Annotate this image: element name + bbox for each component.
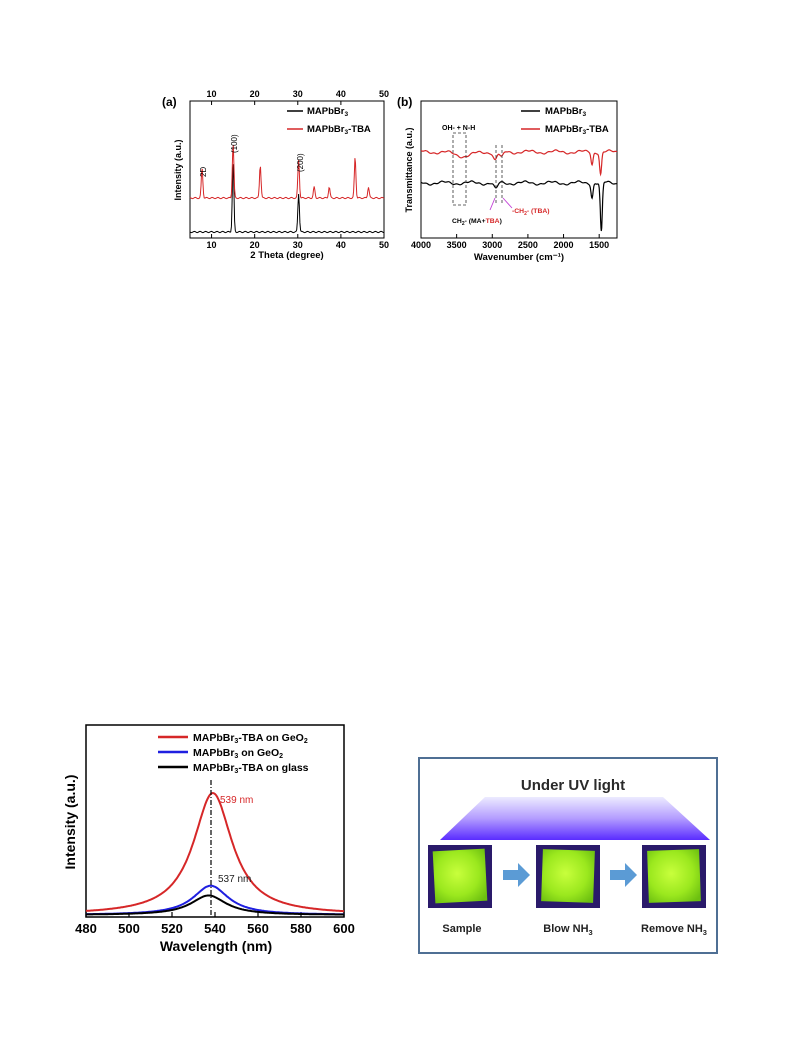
ftir-annotation-ch2-tba: -CH2- (TBA) [512,208,550,217]
ftir-arrow-2 [502,197,513,209]
xrd-plot-frame [189,100,385,239]
xrd-bottom-tick-label: 50 [379,240,389,250]
uv-photo-svg: Under UV light Sample Blow NH3 Remove NH… [428,777,710,937]
xrd-xlabel: 2 Theta (degree) [250,250,323,261]
step-label-sample: Sample [442,923,481,935]
xrd-bottom-ticks: 10 20 30 40 50 [207,234,389,250]
xrd-legend-label-2: MAPbBr3-TBA [307,124,371,136]
pl-legend-label-1: MAPbBr3-TBA on GeO2 [193,732,308,745]
pl-tick-label: 560 [247,921,269,936]
ftir-legend-label-1: MAPbBr3 [545,106,586,118]
ftir-tick-label: 3500 [447,240,467,250]
uv-light-beam [440,797,710,840]
ftir-tick-label: 2500 [518,240,538,250]
xrd-annotation-2d: 2D [199,167,208,177]
ftir-plot-frame [420,100,618,239]
ftir-series-line [420,180,618,232]
xrd-top-tick-label: 50 [379,89,389,99]
ftir-tick-label: 1500 [589,240,609,250]
photo-blow-nh3 [536,845,600,908]
arrow-right-icon [503,863,530,887]
arrow-right-icon [610,863,637,887]
pl-tick-label: 540 [204,921,226,936]
photo-sample [428,845,492,908]
xrd-top-tick-label: 40 [336,89,346,99]
pl-tick-label: 600 [333,921,355,936]
xrd-top-tick-label: 30 [293,89,303,99]
pl-ylabel: Intensity (a.u.) [62,775,78,870]
xrd-bottom-tick-label: 10 [207,240,217,250]
xrd-series-line [189,145,385,200]
xrd-top-tick-label: 10 [207,89,217,99]
xrd-bottom-tick-label: 30 [293,240,303,250]
xrd-annotation-200: (200) [296,153,305,172]
uv-photo-panel: Under UV light Sample Blow NH3 Remove NH… [418,757,718,954]
ftir-ticks: 4000 3500 3000 2500 2000 1500 [411,234,609,250]
pl-series-line [85,884,345,916]
xrd-series [189,145,385,234]
step-label-blow: Blow NH3 [543,923,592,937]
xrd-annotation-100: (100) [230,134,239,153]
xrd-series-line [189,164,385,234]
step-label-remove: Remove NH3 [641,923,707,937]
ftir-arrow-1 [489,197,496,211]
ftir-tick-label: 2000 [554,240,574,250]
pl-tick-label: 480 [75,921,97,936]
pl-tick-label: 500 [118,921,140,936]
ftir-legend-label-2: MAPbBr3-TBA [545,124,609,136]
xrd-bottom-tick-label: 40 [336,240,346,250]
pl-legend-label-2: MAPbBr3 on GeO2 [193,747,283,760]
pl-series-line [86,894,344,916]
ftir-ohnh-box [452,132,467,206]
ftir-tick-label: 3000 [482,240,502,250]
ftir-annotation-ch2-ma: CH2- (MA+TBA) [452,218,502,227]
ftir-tick-label: 4000 [411,240,431,250]
uv-title: Under UV light [521,777,625,794]
pl-series-line [85,791,345,913]
ftir-ylabel: Transmittance (a.u.) [404,127,414,212]
pl-tick-label: 580 [290,921,312,936]
xrd-top-ticks: 10 20 30 40 50 [207,89,389,105]
panel-label-b: (b) [397,95,412,109]
xrd-ylabel: Intensity (a.u.) [173,139,183,200]
pl-series [85,791,345,916]
photo-remove-nh3 [642,845,706,908]
ftir-annotation-ohnh: OH- + N-H [442,125,475,132]
xrd-legend-label-1: MAPbBr3 [307,106,348,118]
ftir-series [420,149,618,232]
xrd-top-tick-label: 20 [250,89,260,99]
pl-legend-label-3: MAPbBr3-TBA on glass [193,762,309,775]
pl-xlabel: Wavelength (nm) [160,938,272,954]
pl-ticks: 480 500 520 540 560 580 600 [75,912,355,936]
ftir-xlabel: Wavenumber (cm⁻¹) [474,252,564,263]
pl-peak-label-539: 539 nm [220,795,253,806]
panel-label-a: (a) [162,95,177,109]
pl-peak-label-537: 537 nm [218,874,251,885]
xrd-bottom-tick-label: 20 [250,240,260,250]
ftir-series-line [420,149,618,177]
pl-tick-label: 520 [161,921,183,936]
